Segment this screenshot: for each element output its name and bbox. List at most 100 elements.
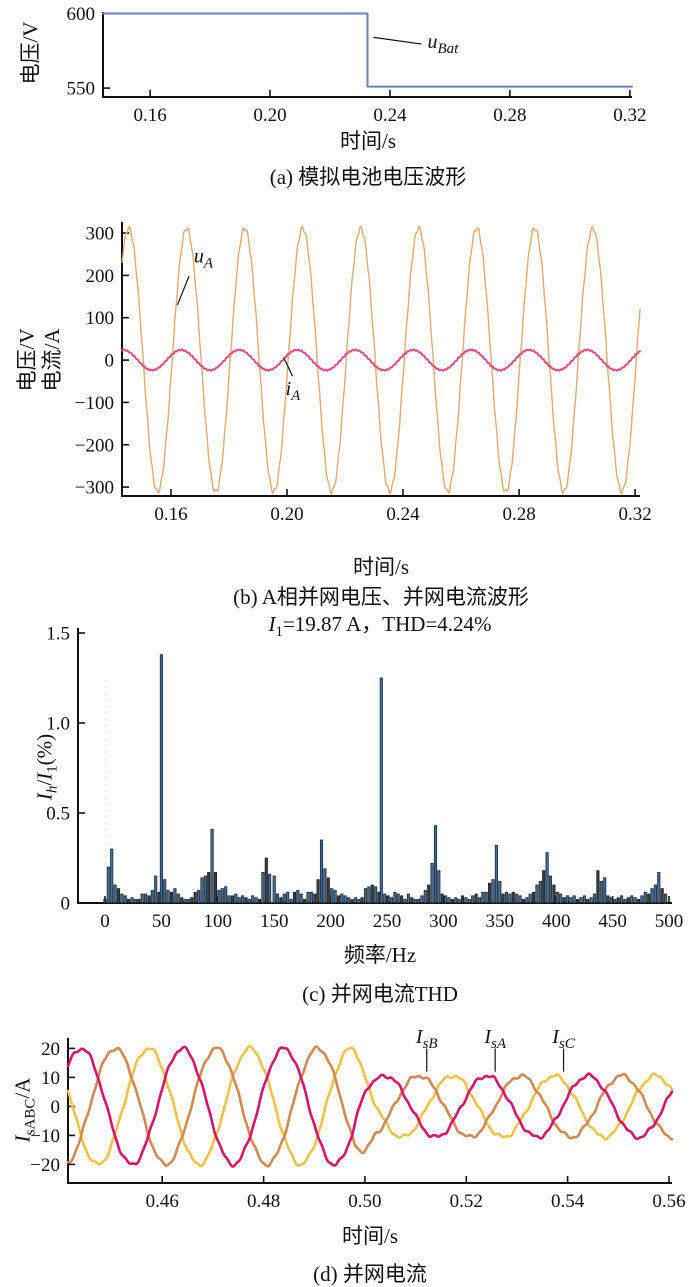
harmonic-bar <box>532 891 536 904</box>
harmonic-bar <box>464 897 468 904</box>
y-tick-label: 1.5 <box>46 624 70 645</box>
harmonic-bar <box>183 899 187 904</box>
y-axis-label-c-unit: (%) <box>32 733 57 766</box>
harmonic-bar <box>159 654 163 904</box>
y-axis-label-c-1: 1 <box>44 765 61 773</box>
harmonic-bar <box>416 899 421 904</box>
harmonic-bar <box>626 897 630 904</box>
y-axis-label-b-line1: 电压/V <box>15 328 39 392</box>
thd-title-symbol: I <box>268 612 276 636</box>
annotation-callout-line <box>283 358 294 377</box>
harmonic-bar <box>572 895 576 904</box>
harmonic-bar <box>433 825 438 904</box>
x-tick-label: 0.20 <box>270 504 303 525</box>
harmonic-bar <box>190 897 194 904</box>
harmonic-bar <box>367 886 371 904</box>
harmonic-bar <box>386 895 390 904</box>
harmonic-bar <box>333 890 337 904</box>
harmonic-bar <box>410 897 414 904</box>
battery-voltage-chart: 0.16 0.20 0.24 0.28 0.32 550 600 uBat <box>67 4 647 126</box>
y-axis-label-a: 电压/V <box>19 22 44 85</box>
harmonic-bar <box>467 899 471 904</box>
IsA-waveform <box>66 1045 674 1168</box>
harmonic-bar <box>127 899 131 904</box>
y-axis-label-c-I1: I <box>32 772 57 780</box>
harmonic-bar <box>518 895 522 904</box>
y-axis-label-d: IsABC/A <box>10 1078 43 1143</box>
harmonic-bar <box>286 891 290 904</box>
harmonic-bar <box>389 897 394 904</box>
harmonic-bar <box>234 893 238 904</box>
axis-spines <box>67 1038 672 1184</box>
harmonic-bar <box>350 899 354 904</box>
x-tick-label: 400 <box>542 911 571 932</box>
y-tick-label: 100 <box>86 308 115 329</box>
harmonic-bar <box>213 872 218 904</box>
harmonic-bar <box>538 881 542 904</box>
harmonic-bar <box>374 886 378 904</box>
harmonic-bar <box>481 891 485 904</box>
harmonic-bar <box>241 895 245 904</box>
harmonic-bar <box>343 895 347 904</box>
harmonic-bar <box>336 895 341 904</box>
harmonic-bar <box>616 897 620 904</box>
harmonic-bar <box>383 893 387 904</box>
harmonic-bar <box>647 893 651 904</box>
y-axis-label-a-text: 电压/V <box>18 21 43 85</box>
harmonic-bar <box>363 888 368 904</box>
harmonic-bar <box>403 899 407 904</box>
x-tick-label: 150 <box>260 911 289 932</box>
harmonic-bar <box>323 868 327 904</box>
harmonic-bar <box>450 899 454 904</box>
x-tick-label: 0.48 <box>247 1191 280 1212</box>
harmonic-bar <box>515 893 519 904</box>
thd-spectrum-chart: 0 50 100 150 200 250 300 350 400 450 500 0 0.5 1.0 1.5 <box>46 624 684 933</box>
harmonic-bar <box>299 893 303 904</box>
x-tick-label: 500 <box>655 911 684 932</box>
harmonic-bar <box>406 893 410 904</box>
harmonic-bar <box>643 891 647 904</box>
harmonic-bar <box>217 890 221 904</box>
y-axis-label-c: Ih/I1(%) <box>32 734 65 800</box>
harmonic-bar <box>460 895 465 904</box>
harmonic-bar <box>548 875 553 904</box>
harmonic-bar <box>620 895 624 904</box>
harmonic-bar <box>147 895 151 904</box>
harmonic-bar <box>525 897 529 904</box>
thd-title-values: =19.87 A，THD=4.24% <box>282 612 492 636</box>
x-tick-label: 100 <box>204 911 233 932</box>
y-axis-label-d-sABC: sABC <box>22 1098 39 1136</box>
harmonic-bar <box>569 897 573 904</box>
harmonic-bar <box>247 899 251 904</box>
harmonic-bar <box>511 891 515 904</box>
caption-d-text: (d) 并网电流 <box>313 1262 427 1286</box>
harmonic-bar <box>630 895 634 904</box>
grid-voltage-current-chart: 0.16 0.20 0.24 0.28 0.32 −300 −200 −100 0 100 200 3… <box>75 222 652 525</box>
harmonic-bar <box>316 879 320 904</box>
caption-a: (a) 模拟电池电压波形 <box>68 161 668 191</box>
x-tick-label: 0.32 <box>613 105 646 126</box>
x-tick-label: 0.50 <box>348 1191 381 1212</box>
annotation-callout-line <box>176 275 190 306</box>
annotation-label-uA: uA <box>194 246 214 272</box>
harmonic-bar <box>154 875 158 904</box>
harmonic-bar <box>140 893 144 904</box>
harmonic-bar <box>528 893 532 904</box>
harmonic-bar <box>430 863 434 904</box>
harmonic-bar <box>123 895 127 904</box>
x-tick-label: 0.24 <box>373 105 407 126</box>
x-axis-label-a-text: 时间/s <box>339 129 396 153</box>
axis-spines <box>102 12 632 98</box>
y-axis-label-b: 电压/V 电流/A <box>15 329 65 392</box>
harmonic-bar <box>484 891 488 904</box>
x-axis-label-a: 时间/s <box>68 125 668 155</box>
x-tick-label: 250 <box>373 911 402 932</box>
harmonic-bar <box>237 897 241 904</box>
harmonic-bar <box>555 891 559 904</box>
harmonic-bar <box>660 888 664 904</box>
harmonic-bar <box>340 893 344 904</box>
x-axis-label-d-text: 时间/s <box>341 1224 398 1248</box>
harmonic-bar <box>488 882 492 904</box>
x-axis-label-d: 时间/s <box>70 1220 670 1250</box>
harmonic-bar <box>330 888 334 904</box>
